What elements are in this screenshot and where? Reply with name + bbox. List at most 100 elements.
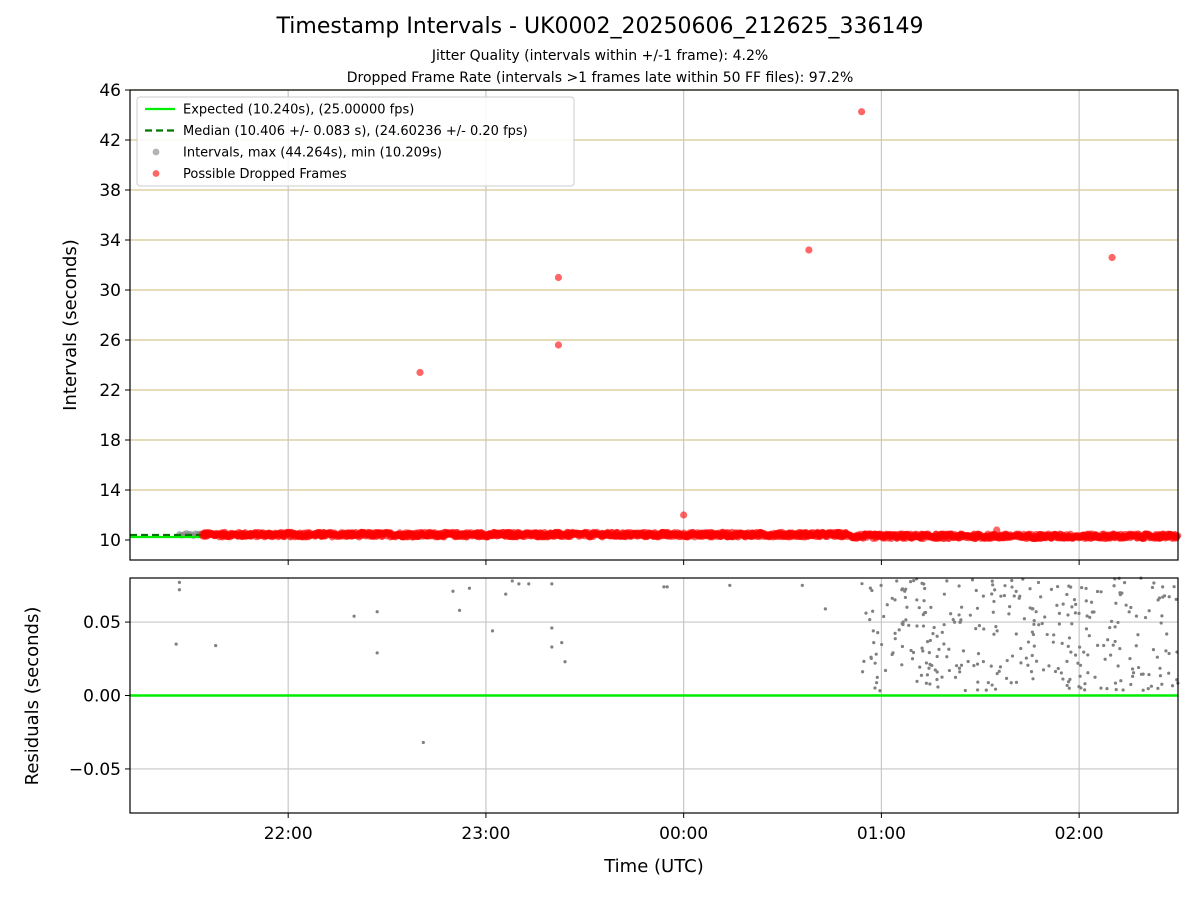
residual-point <box>947 647 951 651</box>
y-tick-label: 14 <box>99 481 121 501</box>
residual-point <box>981 659 985 664</box>
residual-point <box>1031 632 1036 637</box>
residual-point <box>1086 671 1090 675</box>
residuals-ticks: −0.05 0.00 0.05 22:00 23:00 00:00 01:00 02:00 <box>69 613 1104 844</box>
residual-point <box>1026 663 1030 667</box>
intervals-axes-frame <box>129 89 1179 561</box>
chart-title: Timestamp Intervals - UK0002_20250606_21… <box>276 14 924 39</box>
residual-point <box>1099 590 1103 594</box>
residual-point <box>1070 605 1074 609</box>
residual-point <box>882 614 886 619</box>
residual-point <box>1167 671 1171 675</box>
residual-point <box>961 649 966 653</box>
residual-point <box>989 664 993 668</box>
legend-label: Possible Dropped Frames <box>183 167 347 182</box>
residual-point <box>927 650 931 655</box>
residual-point <box>1031 677 1035 681</box>
residual-point <box>925 673 929 677</box>
residual-point <box>871 629 875 633</box>
residual-point <box>995 629 999 633</box>
residual-point <box>1127 610 1131 614</box>
residual-point <box>1151 648 1156 652</box>
residual-point <box>1018 594 1022 598</box>
residual-point <box>924 661 928 665</box>
residual-point <box>1068 677 1072 682</box>
residual-point <box>890 596 894 600</box>
residual-point <box>990 592 994 596</box>
y-tick-label: 0.00 <box>83 687 121 707</box>
residual-point <box>1095 643 1100 647</box>
residual-point <box>800 583 804 587</box>
residual-point <box>1078 674 1082 678</box>
residual-point <box>1174 597 1178 601</box>
residual-point <box>1158 666 1162 670</box>
residual-point <box>1067 636 1072 640</box>
x-tick-label: 23:00 <box>461 824 510 844</box>
residual-point <box>1129 682 1133 687</box>
legend-label: Expected (10.240s), (25.00000 fps) <box>183 103 414 118</box>
residual-point <box>940 675 944 679</box>
residual-point <box>1134 644 1138 648</box>
residual-point <box>1037 623 1041 627</box>
residual-point <box>918 665 922 669</box>
residual-point <box>957 613 961 617</box>
residual-point <box>1118 591 1122 595</box>
residual-point <box>1010 578 1014 583</box>
residual-point <box>921 624 926 628</box>
residual-point <box>932 625 936 630</box>
x-tick-label: 01:00 <box>857 824 906 844</box>
residual-point <box>928 662 932 666</box>
residual-point <box>1085 614 1089 618</box>
intervals-data <box>130 108 1182 543</box>
residual-point <box>873 686 877 690</box>
residual-point <box>1159 621 1163 625</box>
residual-point <box>952 620 957 624</box>
residual-point <box>957 666 962 670</box>
residual-point <box>1029 670 1034 674</box>
residual-point <box>959 663 964 667</box>
residual-point <box>1072 598 1077 602</box>
residual-point <box>421 740 425 745</box>
residual-point <box>862 659 866 663</box>
residual-point <box>1141 688 1145 692</box>
residual-point <box>874 681 879 685</box>
residual-point <box>880 642 884 647</box>
residual-point <box>977 624 981 628</box>
residual-point <box>1077 611 1081 615</box>
legend-dot-swatch <box>152 170 160 177</box>
residual-point <box>177 580 182 585</box>
residual-point <box>1130 667 1135 671</box>
x-tick-label: 02:00 <box>1055 824 1104 844</box>
residual-point <box>1030 653 1034 658</box>
residual-point <box>177 588 182 592</box>
residual-point <box>982 627 986 631</box>
residual-point <box>1078 645 1082 649</box>
residual-point <box>1045 632 1049 637</box>
residual-point <box>1119 679 1123 683</box>
residual-point <box>942 623 946 627</box>
residual-point <box>1070 622 1074 626</box>
residual-point <box>550 645 554 649</box>
residual-point <box>560 641 564 645</box>
residual-point <box>1049 587 1054 592</box>
residual-point <box>927 666 931 670</box>
residual-point <box>1152 581 1156 585</box>
residual-point <box>1149 684 1153 688</box>
residual-point <box>1052 633 1056 637</box>
residual-point <box>920 646 924 650</box>
residual-point <box>893 631 897 635</box>
residual-point <box>992 599 996 604</box>
residual-point <box>1030 630 1034 634</box>
residual-point <box>915 598 919 602</box>
residual-point <box>876 631 880 635</box>
residual-point <box>1099 686 1103 690</box>
residual-point <box>874 652 878 656</box>
residual-point <box>665 585 669 589</box>
y-tick-label: −0.05 <box>69 760 121 780</box>
dropped-frame-point <box>805 246 813 254</box>
residual-point <box>1139 672 1144 676</box>
residual-point <box>1008 605 1012 609</box>
residual-point <box>954 664 959 668</box>
residual-point <box>936 685 940 689</box>
residual-point <box>1036 580 1041 585</box>
